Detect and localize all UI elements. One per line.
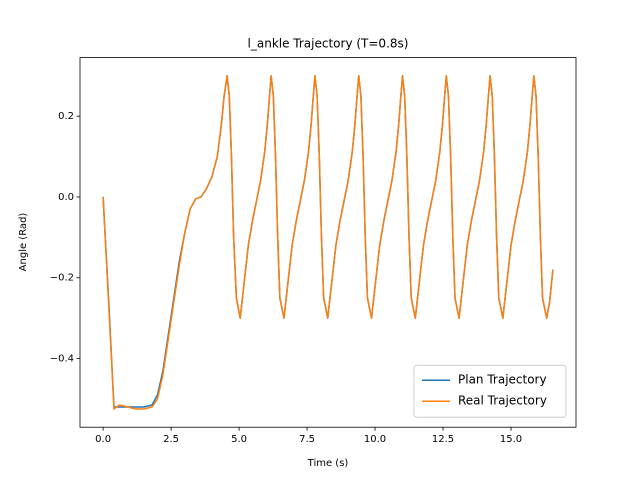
x-axis-label: Time (s) bbox=[307, 458, 349, 469]
legend-label: Real Trajectory bbox=[458, 394, 547, 408]
chart-title: l_ankle Trajectory (T=0.8s) bbox=[248, 37, 409, 51]
line-series bbox=[102, 75, 554, 410]
legend-box bbox=[413, 364, 567, 418]
y-tick-label: 0.0 bbox=[58, 192, 74, 203]
plot-area bbox=[102, 75, 554, 410]
y-axis-label: Angle (Rad) bbox=[18, 213, 29, 272]
y-tick-label: −0.2 bbox=[50, 273, 74, 284]
y-tick-label: 0.2 bbox=[58, 111, 74, 122]
x-tick-label: 2.5 bbox=[163, 434, 179, 445]
x-tick-label: 5.0 bbox=[231, 434, 247, 445]
x-tick-label: 12.5 bbox=[432, 434, 454, 445]
legend-label: Plan Trajectory bbox=[458, 373, 547, 387]
x-tick-label: 10.0 bbox=[364, 434, 386, 445]
y-tick-label: −0.4 bbox=[50, 354, 74, 365]
x-tick-label: 0.0 bbox=[95, 434, 111, 445]
x-tick-label: 7.5 bbox=[299, 434, 315, 445]
x-tick-label: 15.0 bbox=[500, 434, 522, 445]
axes-frame bbox=[79, 57, 577, 428]
